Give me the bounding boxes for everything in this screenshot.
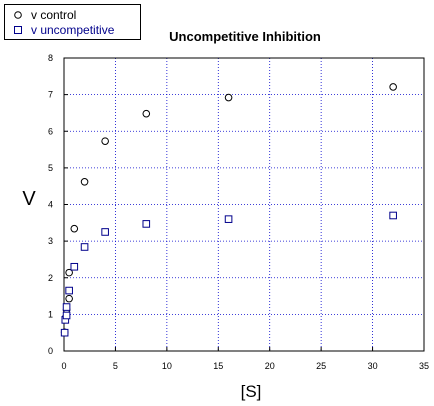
chart-title: Uncompetitive Inhibition [169, 29, 321, 44]
data-point-circle [80, 177, 89, 186]
x-axis-label: [S] [241, 382, 262, 401]
x-tick-label: 10 [162, 361, 172, 371]
y-tick-label: 0 [48, 346, 53, 356]
y-tick-label: 2 [48, 273, 53, 283]
data-point-circle [70, 224, 79, 233]
x-tick-label: 20 [265, 361, 275, 371]
y-tick-label: 8 [48, 53, 53, 63]
y-tick-label: 5 [48, 163, 53, 173]
data-point-square [80, 243, 89, 251]
y-tick-label: 3 [48, 236, 53, 246]
data-point-circle [101, 137, 109, 145]
legend-label-uncompetitive: v uncompetitive [31, 23, 115, 37]
y-tick-label: 7 [48, 90, 53, 100]
square-marker-icon [11, 23, 25, 37]
data-point-square [62, 311, 71, 320]
data-point-circle [65, 294, 73, 303]
data-point-circle [65, 268, 73, 277]
x-tick-label: 0 [61, 361, 66, 371]
data-point-square [65, 286, 73, 295]
legend-item-control: v control [11, 8, 76, 22]
data-points [60, 83, 397, 337]
data-point-circle [142, 109, 151, 118]
x-tick-label: 35 [419, 361, 429, 371]
data-point-square [224, 215, 233, 223]
x-tick-label: 25 [316, 361, 326, 371]
axis-ticks: 0 5 10 15 20 25 30 35 0 1 2 3 4 5 6 7 8 [48, 53, 429, 371]
y-tick-label: 4 [48, 200, 53, 210]
data-point-square [62, 303, 71, 311]
y-axis-label: V [22, 188, 36, 210]
data-point-circle [224, 93, 233, 102]
data-point-square [101, 228, 109, 236]
x-tick-label: 30 [368, 361, 378, 371]
circle-marker-icon [11, 8, 25, 22]
grid-lines [64, 58, 424, 351]
data-point-square [60, 328, 69, 337]
legend: v control v uncompetitive [4, 4, 141, 40]
x-tick-label: 5 [113, 361, 118, 371]
data-point-square [389, 211, 397, 220]
data-point-circle [389, 83, 397, 91]
y-tick-label: 6 [48, 126, 53, 136]
y-tick-label: 1 [48, 309, 53, 319]
x-tick-label: 15 [213, 361, 223, 371]
data-point-square [142, 220, 151, 228]
legend-label-control: v control [31, 8, 77, 22]
legend-item-uncompetitive: v uncompetitive [11, 23, 114, 37]
data-point-square [70, 262, 79, 271]
